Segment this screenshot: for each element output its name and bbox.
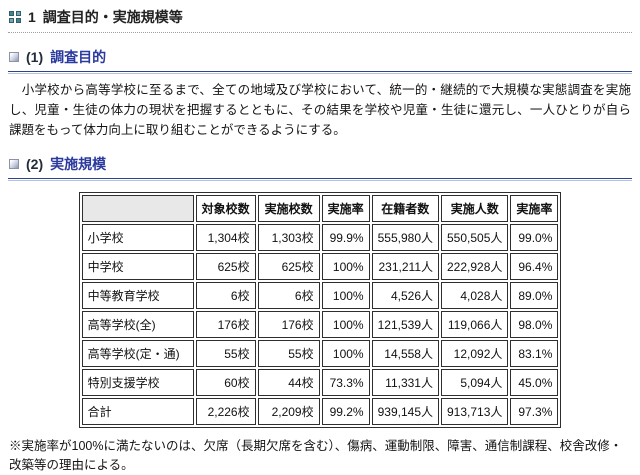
value-cell: 555,980人 <box>371 224 439 252</box>
value-cell: 73.3% <box>321 369 370 397</box>
value-cell: 176校 <box>195 311 256 339</box>
value-cell: 625校 <box>195 253 256 281</box>
value-cell: 939,145人 <box>371 398 439 426</box>
purpose-paragraph: 小学校から高等学校に至るまで、全ての地域及び学校において、統一的・継続的で大規模… <box>9 83 631 137</box>
value-cell: 83.1% <box>510 340 559 368</box>
row-label-cell: 高等学校(定・通) <box>81 340 194 368</box>
table-row: 中学校 625校 625校 100% 231,211人 222,928人 96.4% <box>81 253 559 281</box>
heading-rule <box>8 71 632 74</box>
scale-heading-number: (2) <box>26 156 44 173</box>
row-label-cell: 合計 <box>81 398 194 426</box>
column-header: 実施校数 <box>257 195 320 223</box>
value-cell: 11,331人 <box>371 369 439 397</box>
row-label-cell: 中学校 <box>81 253 194 281</box>
scale-heading: (2) 実施規模 <box>8 154 632 178</box>
row-label-cell: 小学校 <box>81 224 194 252</box>
column-header: 実施率 <box>510 195 559 223</box>
row-label-cell: 高等学校(全) <box>81 311 194 339</box>
value-cell: 44校 <box>257 369 320 397</box>
table-row: 特別支援学校 60校 44校 73.3% 11,331人 5,094人 45.0% <box>81 369 559 397</box>
table-header-row: 対象校数 実施校数 実施率 在籍者数 実施人数 実施率 <box>81 195 559 223</box>
value-cell: 176校 <box>257 311 320 339</box>
section-heading: 1 調査目的・実施規模等 <box>8 5 632 33</box>
value-cell: 625校 <box>257 253 320 281</box>
value-cell: 1,304校 <box>195 224 256 252</box>
purpose-heading-title: 調査目的 <box>50 49 107 65</box>
value-cell: 913,713人 <box>441 398 509 426</box>
scale-table: 対象校数 実施校数 実施率 在籍者数 実施人数 実施率 小学校 1,304校 1,303校 99… <box>78 192 562 429</box>
value-cell: 222,928人 <box>441 253 509 281</box>
scale-table-head: 対象校数 実施校数 実施率 在籍者数 実施人数 実施率 <box>81 195 559 223</box>
value-cell: 6校 <box>195 282 256 310</box>
column-header: 実施率 <box>321 195 370 223</box>
scale-heading-title: 実施規模 <box>50 156 107 173</box>
column-header: 実施人数 <box>441 195 509 223</box>
value-cell: 100% <box>321 282 370 310</box>
value-cell: 119,066人 <box>441 311 509 339</box>
column-header: 対象校数 <box>195 195 256 223</box>
value-cell: 99.2% <box>321 398 370 426</box>
value-cell: 98.0% <box>510 311 559 339</box>
value-cell: 1,303校 <box>257 224 320 252</box>
purpose-heading-number: (1) <box>26 49 44 65</box>
section-number: 1 <box>28 9 36 25</box>
column-header <box>81 195 194 223</box>
row-label-cell: 特別支援学校 <box>81 369 194 397</box>
scale-table-body: 小学校 1,304校 1,303校 99.9% 555,980人 550,505人 99.0… <box>81 224 559 426</box>
value-cell: 89.0% <box>510 282 559 310</box>
value-cell: 100% <box>321 253 370 281</box>
row-label-cell: 中等教育学校 <box>81 282 194 310</box>
table-row: 小学校 1,304校 1,303校 99.9% 555,980人 550,505人 99.0… <box>81 224 559 252</box>
value-cell: 2,209校 <box>257 398 320 426</box>
value-cell: 5,094人 <box>441 369 509 397</box>
value-cell: 4,526人 <box>371 282 439 310</box>
value-cell: 99.0% <box>510 224 559 252</box>
value-cell: 60校 <box>195 369 256 397</box>
purpose-heading: (1) 調査目的 <box>8 47 632 71</box>
value-cell: 121,539人 <box>371 311 439 339</box>
value-cell: 100% <box>321 311 370 339</box>
value-cell: 99.9% <box>321 224 370 252</box>
square-bullet-icon <box>9 52 19 62</box>
value-cell: 6校 <box>257 282 320 310</box>
value-cell: 4,028人 <box>441 282 509 310</box>
value-cell: 231,211人 <box>371 253 439 281</box>
table-row: 中等教育学校 6校 6校 100% 4,526人 4,028人 89.0% <box>81 282 559 310</box>
table-row: 高等学校(定・通) 55校 55校 100% 14,558人 12,092人 83.1% <box>81 340 559 368</box>
section-title: 調査目的・実施規模等 <box>42 9 183 25</box>
table-row: 高等学校(全) 176校 176校 100% 121,539人 119,066人 98.0% <box>81 311 559 339</box>
value-cell: 96.4% <box>510 253 559 281</box>
table-row: 合計 2,226校 2,209校 99.2% 939,145人 913,713人 97.3% <box>81 398 559 426</box>
value-cell: 550,505人 <box>441 224 509 252</box>
value-cell: 55校 <box>195 340 256 368</box>
value-cell: 12,092人 <box>441 340 509 368</box>
value-cell: 97.3% <box>510 398 559 426</box>
value-cell: 100% <box>321 340 370 368</box>
value-cell: 14,558人 <box>371 340 439 368</box>
value-cell: 55校 <box>257 340 320 368</box>
square-bullet-icon <box>9 159 19 170</box>
heading-rule <box>8 178 632 182</box>
value-cell: 45.0% <box>510 369 559 397</box>
table-footnote: ※実施率が100%に満たないのは、欠席（長期欠席を含む）、傷病、運動制限、障害、… <box>9 439 623 472</box>
grid-squares-icon <box>9 11 21 23</box>
value-cell: 2,226校 <box>195 398 256 426</box>
column-header: 在籍者数 <box>371 195 439 223</box>
